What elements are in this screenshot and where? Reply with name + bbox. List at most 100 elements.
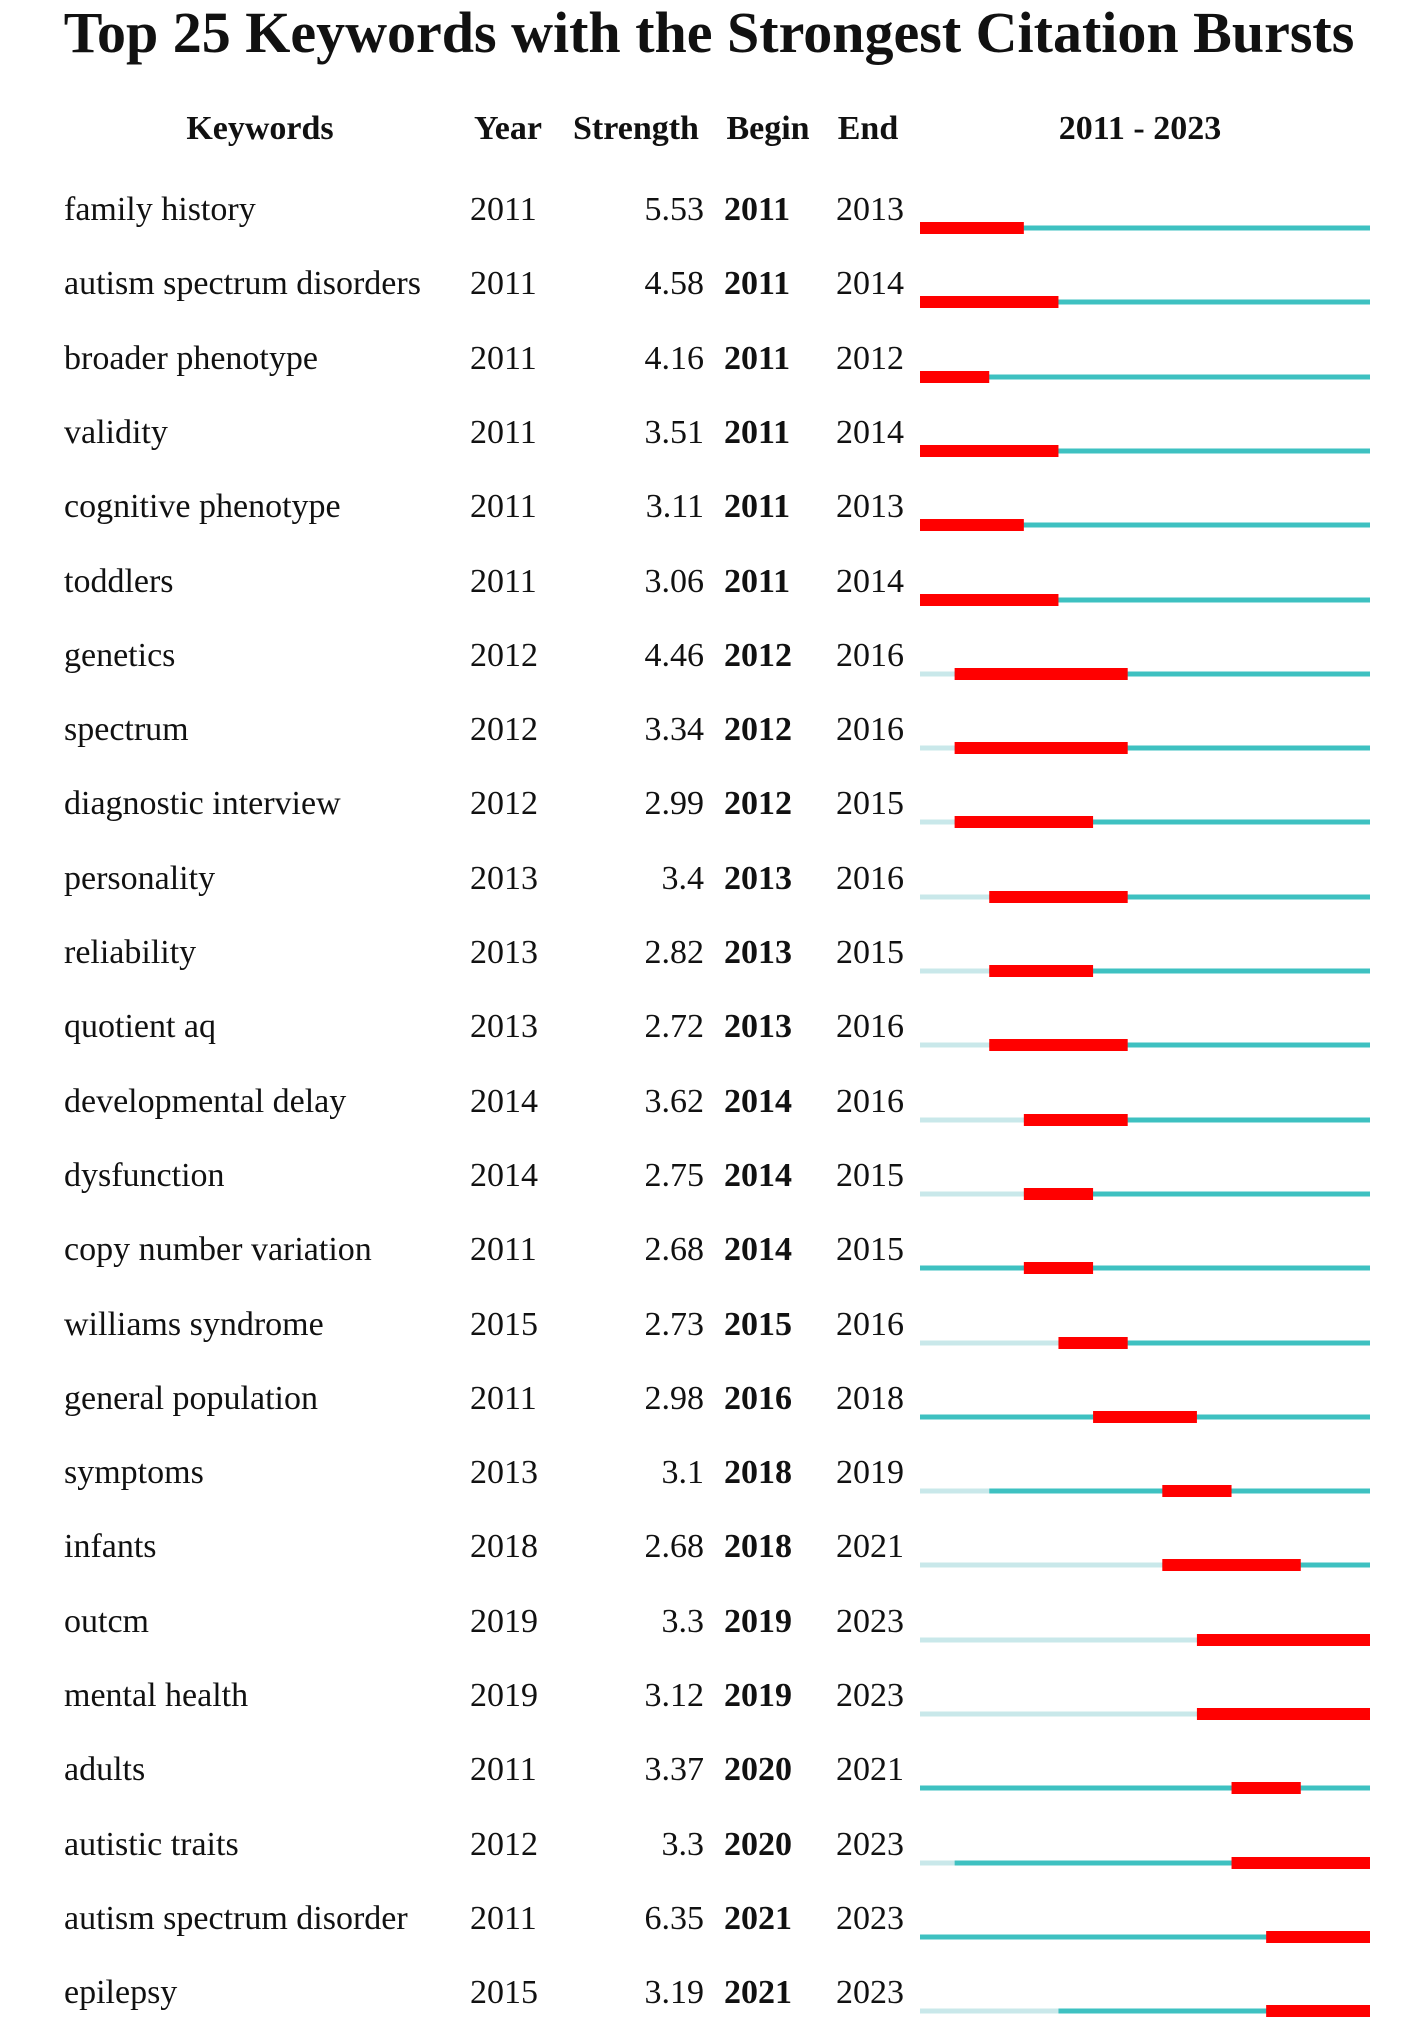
keyword-cell: cognitive phenotype <box>64 488 341 526</box>
header-keywords: Keywords <box>186 110 334 147</box>
burst-timeline <box>920 667 1370 680</box>
burst-timeline <box>920 1187 1370 1200</box>
year-cell: 2018 <box>470 1528 538 1566</box>
table-row: infants 2018 2.68 2018 2021 <box>0 1523 1418 1595</box>
burst-timeline <box>920 1410 1370 1423</box>
table-row: genetics 2012 4.46 2012 2016 <box>0 632 1418 704</box>
table-row: outcm 2019 3.3 2019 2023 <box>0 1598 1418 1670</box>
end-cell: 2021 <box>836 1751 904 1789</box>
begin-cell: 2018 <box>724 1454 792 1492</box>
end-cell: 2014 <box>836 265 904 303</box>
keyword-cell: epilepsy <box>64 1974 178 2012</box>
strength-cell: 3.3 <box>661 1602 705 1640</box>
end-cell: 2018 <box>836 1379 904 1417</box>
strength-cell: 2.75 <box>644 1156 705 1194</box>
end-cell: 2015 <box>836 934 904 971</box>
header-begin: Begin <box>726 110 810 147</box>
strength-cell: 3.51 <box>644 413 705 451</box>
begin-cell: 2011 <box>724 413 791 451</box>
strength-cell: 4.16 <box>644 339 705 377</box>
end-cell: 2023 <box>836 1677 904 1714</box>
table-row: broader phenotype 2011 4.16 2011 2012 <box>0 335 1418 407</box>
year-cell: 2012 <box>470 711 538 749</box>
begin-cell: 2011 <box>724 339 791 377</box>
year-cell: 2011 <box>470 265 537 303</box>
end-cell: 2016 <box>836 636 904 674</box>
strength-cell: 3.4 <box>661 859 705 897</box>
strength-cell: 2.98 <box>644 1379 705 1417</box>
end-cell: 2013 <box>836 191 904 228</box>
year-cell: 2012 <box>470 785 538 823</box>
table-row: copy number variation 2011 2.68 2014 2015 <box>0 1226 1418 1298</box>
burst-timeline <box>920 742 1370 755</box>
keyword-cell: general population <box>64 1379 318 1417</box>
year-cell: 2013 <box>470 1454 538 1492</box>
year-cell: 2011 <box>470 1231 537 1269</box>
year-cell: 2011 <box>470 562 537 600</box>
burst-timeline <box>920 1262 1370 1275</box>
end-cell: 2014 <box>836 562 904 600</box>
keyword-cell: mental health <box>64 1677 249 1714</box>
begin-cell: 2013 <box>724 859 792 897</box>
year-cell: 2011 <box>470 413 537 451</box>
table-row: family history 2011 5.53 2011 2013 <box>0 186 1418 258</box>
year-cell: 2014 <box>470 1082 538 1120</box>
keyword-cell: symptoms <box>64 1454 204 1492</box>
begin-cell: 2014 <box>724 1156 792 1194</box>
end-cell: 2023 <box>836 1899 904 1937</box>
begin-cell: 2018 <box>724 1528 792 1566</box>
keyword-cell: validity <box>64 413 168 451</box>
table-row: general population 2011 2.98 2016 2018 <box>0 1375 1418 1447</box>
end-cell: 2021 <box>836 1528 904 1566</box>
burst-timeline <box>920 519 1370 532</box>
table-row: dysfunction 2014 2.75 2014 2015 <box>0 1152 1418 1224</box>
burst-timeline <box>920 1485 1370 1498</box>
year-cell: 2012 <box>470 636 538 674</box>
table-row: personality 2013 3.4 2013 2016 <box>0 855 1418 927</box>
begin-cell: 2020 <box>724 1825 792 1863</box>
table-row: autistic traits 2012 3.3 2020 2023 <box>0 1821 1418 1893</box>
strength-cell: 2.68 <box>644 1528 705 1566</box>
strength-cell: 3.06 <box>644 562 705 600</box>
begin-cell: 2013 <box>724 934 792 971</box>
table-row: reliability 2013 2.82 2013 2015 <box>0 929 1418 1001</box>
table-row: developmental delay 2014 3.62 2014 2016 <box>0 1078 1418 1150</box>
burst-timeline <box>920 593 1370 606</box>
strength-cell: 4.46 <box>644 636 705 674</box>
header-end: End <box>837 110 899 147</box>
table-row: symptoms 2013 3.1 2018 2019 <box>0 1449 1418 1521</box>
table-row: adults 2011 3.37 2020 2021 <box>0 1746 1418 1818</box>
end-cell: 2015 <box>836 1231 904 1269</box>
begin-cell: 2019 <box>724 1677 792 1714</box>
strength-cell: 4.58 <box>644 265 705 303</box>
burst-timeline <box>920 1113 1370 1126</box>
end-cell: 2014 <box>836 413 904 451</box>
year-cell: 2015 <box>470 1305 538 1343</box>
strength-cell: 3.12 <box>644 1677 705 1714</box>
table-row: cognitive phenotype 2011 3.11 2011 2013 <box>0 483 1418 555</box>
begin-cell: 2011 <box>724 191 791 228</box>
year-cell: 2011 <box>470 1379 537 1417</box>
chart-title: Top 25 Keywords with the Strongest Citat… <box>63 0 1355 65</box>
year-cell: 2011 <box>470 1751 537 1789</box>
burst-timeline <box>920 1856 1370 1869</box>
keyword-cell: personality <box>64 859 216 897</box>
burst-timeline <box>920 1930 1370 1943</box>
end-cell: 2016 <box>836 711 904 749</box>
table-row: toddlers 2011 3.06 2011 2014 <box>0 558 1418 630</box>
strength-cell: 3.62 <box>644 1082 705 1120</box>
burst-timeline <box>920 1633 1370 1646</box>
year-cell: 2014 <box>470 1156 538 1194</box>
end-cell: 2016 <box>836 1082 904 1120</box>
burst-timeline <box>920 370 1370 383</box>
begin-cell: 2021 <box>724 1899 792 1937</box>
burst-timeline <box>920 890 1370 903</box>
year-cell: 2015 <box>470 1974 538 2012</box>
end-cell: 2023 <box>836 1825 904 1863</box>
begin-cell: 2011 <box>724 488 791 526</box>
begin-cell: 2011 <box>724 562 791 600</box>
begin-cell: 2021 <box>724 1974 792 2012</box>
begin-cell: 2012 <box>724 711 792 749</box>
header-timeline-range: 2011 - 2023 <box>1058 110 1222 147</box>
keyword-cell: genetics <box>64 636 176 674</box>
